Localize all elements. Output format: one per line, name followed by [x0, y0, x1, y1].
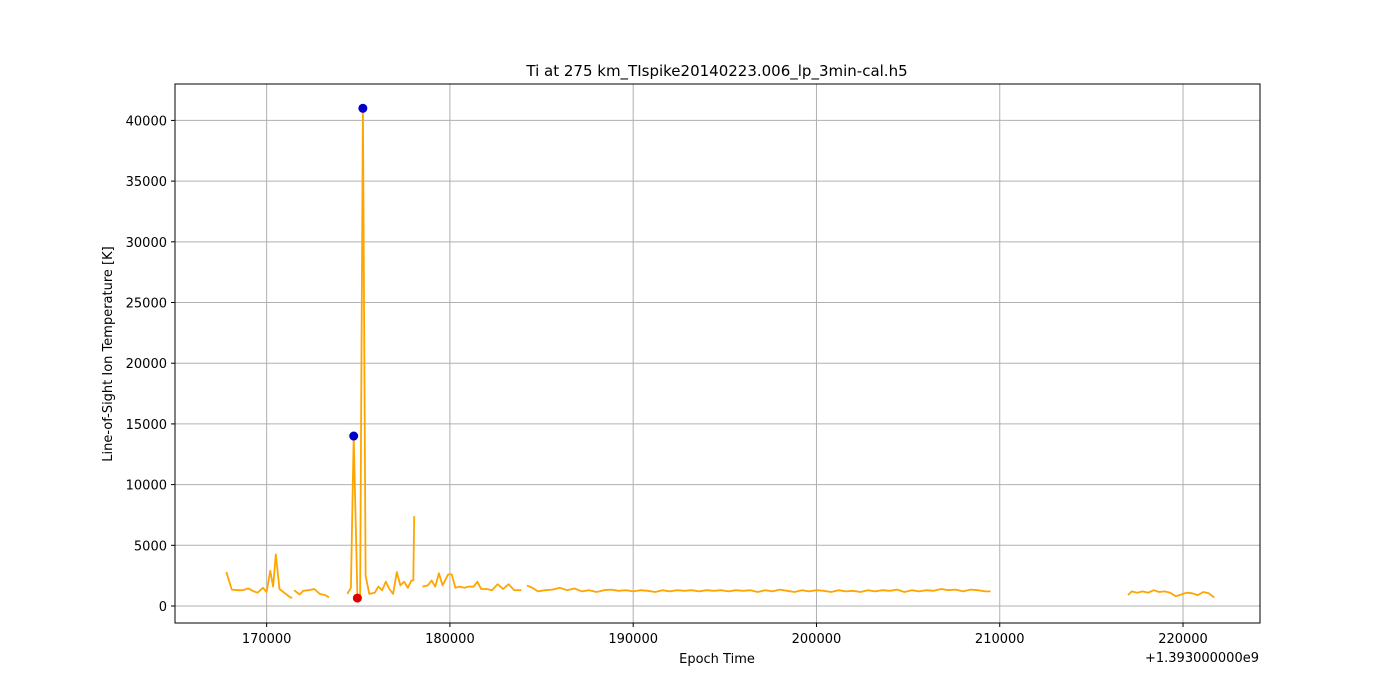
data-markers: [349, 103, 368, 603]
y-tick-label: 30000: [126, 236, 167, 251]
data-series: [225, 107, 1215, 599]
series-line-segment: [1127, 589, 1215, 599]
series-line-segment: [359, 107, 416, 599]
x-tick-label: 190000: [608, 632, 658, 647]
series-line-segment: [293, 588, 330, 599]
data-marker: [349, 431, 359, 441]
series-line-segment: [526, 584, 991, 593]
y-tick-label: 20000: [126, 357, 167, 372]
x-tick-label: 180000: [425, 632, 475, 647]
grid-lines: [175, 84, 1260, 623]
x-tick-label: 200000: [792, 632, 842, 647]
x-tick-label: 220000: [1158, 632, 1208, 647]
x-tick-label: 170000: [242, 632, 292, 647]
x-axis-offset-label: +1.393000000e9: [1145, 651, 1259, 666]
plot-frame: [174, 83, 1261, 624]
y-tick-label: 40000: [126, 114, 167, 129]
y-tick-label: 35000: [126, 175, 167, 190]
chart-title: Ti at 275 km_TIspike20140223.006_lp_3min…: [525, 62, 907, 81]
plot-area: [175, 84, 1260, 623]
y-tick-label: 15000: [126, 418, 167, 433]
data-marker: [358, 103, 368, 113]
series-line-segment: [346, 435, 359, 597]
y-tick-label: 0: [159, 600, 167, 615]
data-marker: [352, 593, 362, 603]
series-line-segment: [225, 553, 293, 599]
y-tick-label: 10000: [126, 479, 167, 494]
x-tick-label: 210000: [975, 632, 1025, 647]
series-line-segment: [422, 572, 522, 592]
x-axis-title: Epoch Time: [679, 652, 755, 667]
axis-ticks: 170000 180000 190000 200000 210000 220000 0 500…: [126, 114, 1208, 647]
y-axis-title: Line-of-Sight Ion Temperature [K]: [101, 246, 116, 461]
y-tick-label: 25000: [126, 297, 167, 312]
y-tick-label: 5000: [134, 539, 167, 554]
